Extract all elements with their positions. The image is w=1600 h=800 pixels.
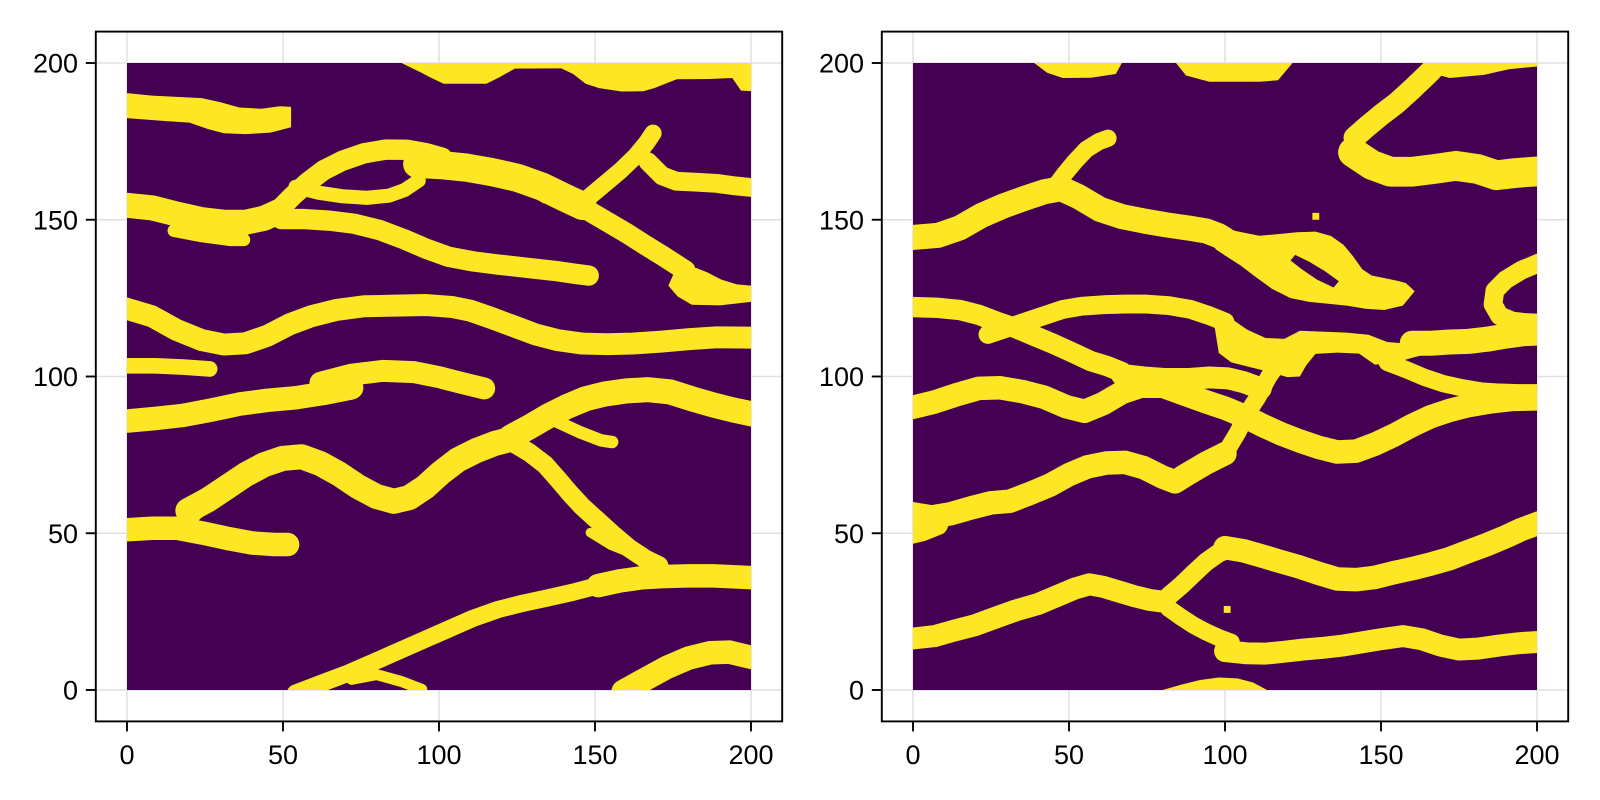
svg-text:100: 100 — [1202, 740, 1247, 770]
svg-text:0: 0 — [63, 676, 78, 706]
svg-text:50: 50 — [834, 519, 864, 549]
svg-text:0: 0 — [905, 740, 920, 770]
svg-text:150: 150 — [1358, 740, 1403, 770]
svg-text:200: 200 — [819, 49, 864, 79]
svg-text:150: 150 — [572, 740, 617, 770]
svg-text:200: 200 — [1514, 740, 1559, 770]
svg-text:50: 50 — [268, 740, 298, 770]
svg-text:0: 0 — [119, 740, 134, 770]
svg-text:200: 200 — [728, 740, 773, 770]
svg-text:100: 100 — [416, 740, 461, 770]
svg-text:100: 100 — [819, 362, 864, 392]
svg-text:150: 150 — [819, 205, 864, 235]
svg-text:50: 50 — [1054, 740, 1084, 770]
svg-text:200: 200 — [33, 49, 78, 79]
svg-text:150: 150 — [33, 205, 78, 235]
svg-text:50: 50 — [48, 519, 78, 549]
svg-text:100: 100 — [33, 362, 78, 392]
svg-text:0: 0 — [849, 676, 864, 706]
